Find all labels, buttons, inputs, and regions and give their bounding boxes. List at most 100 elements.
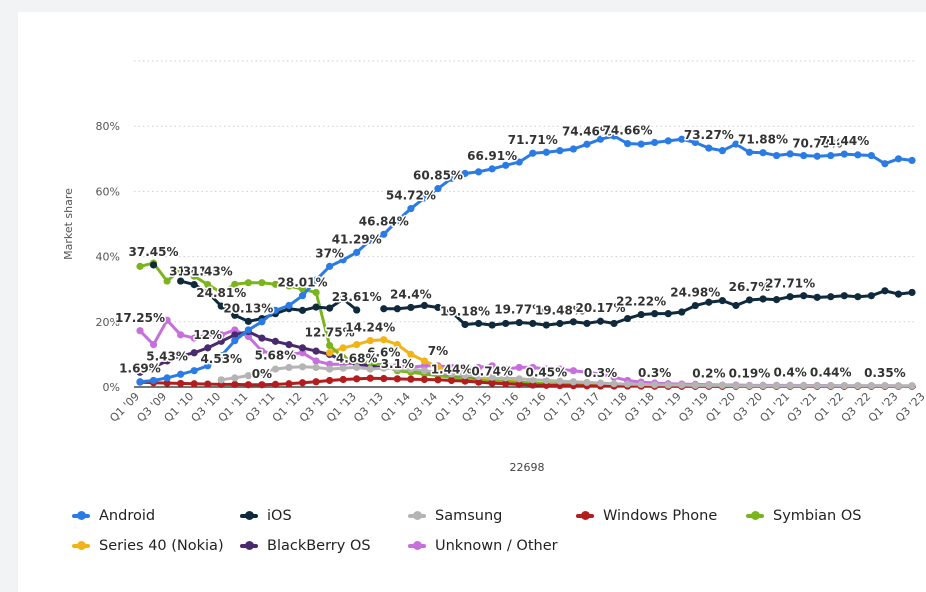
data-point[interactable] [339,344,347,352]
data-point[interactable] [434,303,442,312]
data-point[interactable] [285,363,293,372]
data-point[interactable] [813,382,821,390]
data-point[interactable] [691,381,699,389]
data-point[interactable] [664,137,672,145]
data-point[interactable] [786,382,794,390]
data-point[interactable] [217,288,225,297]
data-point[interactable] [556,365,564,373]
data-point[interactable] [407,350,415,358]
data-point[interactable] [149,363,158,372]
data-point[interactable] [339,375,347,384]
data-point[interactable] [407,375,415,383]
data-point[interactable] [271,380,280,388]
data-point[interactable] [800,151,808,160]
data-point[interactable] [204,288,212,297]
data-point[interactable] [447,308,456,316]
data-point[interactable] [163,316,171,324]
data-point[interactable] [258,318,266,326]
data-point[interactable] [840,292,848,300]
data-point[interactable] [326,376,334,385]
data-point[interactable] [867,151,875,160]
data-point[interactable] [583,368,591,376]
data-point[interactable] [461,371,469,380]
data-point[interactable] [434,185,442,193]
data-point[interactable] [827,382,835,390]
data-point[interactable] [285,301,293,310]
data-point[interactable] [502,161,510,169]
data-point[interactable] [488,379,496,387]
data-point[interactable] [474,372,483,381]
data-point[interactable] [258,368,266,376]
data-point[interactable] [177,331,185,339]
data-point[interactable] [407,365,415,373]
data-point[interactable] [515,363,523,372]
data-point[interactable] [298,285,307,293]
data-point[interactable] [705,381,713,389]
data-point[interactable] [393,217,401,225]
data-point[interactable] [149,261,158,269]
data-point[interactable] [339,354,347,362]
data-point[interactable] [149,376,158,385]
data-point[interactable] [623,140,632,148]
data-point[interactable] [596,135,605,143]
data-point[interactable] [691,138,699,147]
data-point[interactable] [718,147,726,155]
data-point[interactable] [610,132,618,140]
data-point[interactable] [678,135,686,143]
data-point[interactable] [420,375,429,384]
legend-item-unknown-other[interactable]: Unknown / Other [408,538,558,554]
data-point[interactable] [881,160,889,168]
data-point[interactable] [488,373,496,381]
data-point[interactable] [217,376,225,384]
data-point[interactable] [231,331,239,339]
data-point[interactable] [339,256,347,264]
data-point[interactable] [258,334,266,342]
data-point[interactable] [637,140,645,148]
data-point[interactable] [393,341,401,349]
data-point[interactable] [651,138,659,147]
data-point[interactable] [745,296,754,304]
data-point[interactable] [380,230,388,238]
data-point[interactable] [326,341,334,350]
data-point[interactable] [434,376,442,384]
data-point[interactable] [204,280,212,289]
data-point[interactable] [542,321,550,329]
data-point[interactable] [420,357,429,365]
data-point[interactable] [190,367,198,375]
data-point[interactable] [461,377,469,385]
legend-item-samsung[interactable]: Samsung [408,508,502,524]
data-point[interactable] [298,344,307,352]
data-point[interactable] [461,320,469,329]
data-point[interactable] [664,381,672,389]
data-point[interactable] [488,362,496,370]
data-point[interactable] [177,277,185,285]
data-point[interactable] [231,311,239,319]
data-point[interactable] [353,375,361,383]
data-point[interactable] [894,290,903,298]
data-point[interactable] [366,365,374,373]
data-point[interactable] [312,378,320,386]
data-point[interactable] [556,147,564,155]
data-point[interactable] [312,303,320,311]
data-point[interactable] [542,148,550,156]
data-point[interactable] [529,149,537,157]
data-point[interactable] [515,158,523,166]
data-point[interactable] [854,382,862,390]
data-point[interactable] [177,370,185,378]
data-point[interactable] [407,303,415,312]
data-point[interactable] [380,305,388,313]
data-point[interactable] [271,350,280,358]
data-point[interactable] [732,382,740,390]
data-point[interactable] [285,380,293,388]
data-point[interactable] [244,371,252,380]
data-point[interactable] [447,174,456,182]
legend-item-series-40-nokia-[interactable]: Series 40 (Nokia) [72,538,224,554]
data-point[interactable] [217,302,225,310]
data-point[interactable] [786,150,794,158]
data-point[interactable] [840,382,848,390]
data-point[interactable] [718,381,726,389]
data-point[interactable] [298,363,307,371]
data-point[interactable] [380,374,388,383]
data-point[interactable] [353,357,361,365]
data-point[interactable] [244,279,252,287]
